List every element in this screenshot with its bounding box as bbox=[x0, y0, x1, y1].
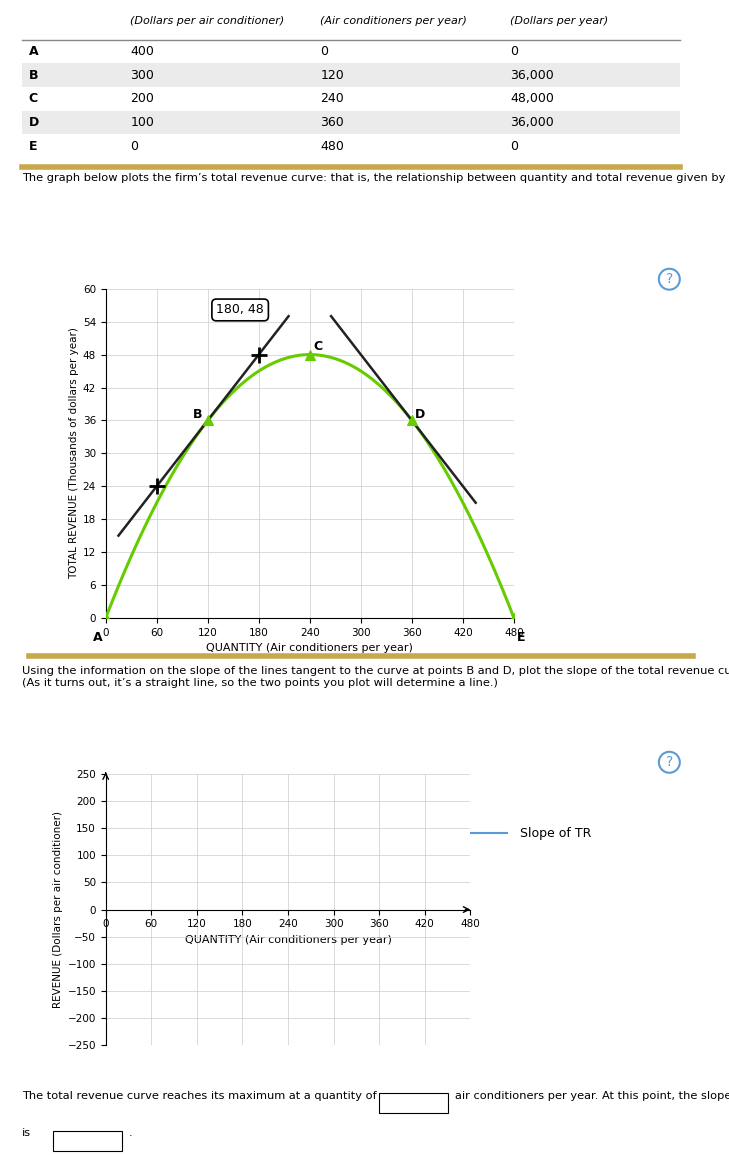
Text: D: D bbox=[416, 409, 426, 422]
Text: 48,000: 48,000 bbox=[510, 92, 554, 105]
Text: 100: 100 bbox=[130, 116, 155, 129]
FancyBboxPatch shape bbox=[23, 262, 699, 656]
X-axis label: QUANTITY (Air conditioners per year): QUANTITY (Air conditioners per year) bbox=[206, 643, 413, 654]
Bar bbox=[22, 39, 679, 64]
Text: 0: 0 bbox=[510, 45, 518, 58]
Y-axis label: TOTAL REVENUE (Thousands of dollars per year): TOTAL REVENUE (Thousands of dollars per … bbox=[69, 327, 79, 580]
Text: ?: ? bbox=[666, 755, 673, 769]
Text: 240: 240 bbox=[320, 92, 344, 105]
Text: ▼: ▼ bbox=[114, 1137, 121, 1145]
Text: E: E bbox=[518, 631, 526, 643]
Text: 120: 120 bbox=[320, 68, 344, 82]
Y-axis label: REVENUE (Dollars per air conditioner): REVENUE (Dollars per air conditioner) bbox=[53, 811, 63, 1008]
Bar bbox=[22, 87, 679, 111]
Text: Using the information on the slope of the lines tangent to the curve at points B: Using the information on the slope of th… bbox=[22, 666, 729, 688]
Text: 0: 0 bbox=[320, 45, 328, 58]
Bar bbox=[53, 1131, 122, 1150]
Text: air conditioners per year. At this point, the slope of the total revenue curve: air conditioners per year. At this point… bbox=[455, 1090, 729, 1101]
FancyBboxPatch shape bbox=[23, 747, 699, 1083]
Text: The total revenue curve reaches its maximum at a quantity of: The total revenue curve reaches its maxi… bbox=[22, 1090, 377, 1101]
Text: E: E bbox=[28, 140, 37, 152]
Text: 180, 48: 180, 48 bbox=[217, 304, 264, 316]
Text: A: A bbox=[93, 631, 103, 643]
Text: 0: 0 bbox=[510, 140, 518, 152]
Text: 36,000: 36,000 bbox=[510, 116, 554, 129]
Text: 0: 0 bbox=[130, 140, 139, 152]
Bar bbox=[22, 134, 679, 158]
Bar bbox=[22, 64, 679, 87]
Text: (Air conditioners per year): (Air conditioners per year) bbox=[320, 16, 467, 27]
Text: ?: ? bbox=[666, 273, 673, 286]
Text: (Dollars per air conditioner): (Dollars per air conditioner) bbox=[130, 16, 284, 27]
Bar bbox=[378, 1094, 448, 1113]
Text: 200: 200 bbox=[130, 92, 155, 105]
Text: 36,000: 36,000 bbox=[510, 68, 554, 82]
Text: A: A bbox=[28, 45, 39, 58]
Text: The graph below plots the firm’s total revenue curve: that is, the relationship : The graph below plots the firm’s total r… bbox=[22, 173, 729, 184]
Text: (Dollars per year): (Dollars per year) bbox=[510, 16, 608, 27]
Text: C: C bbox=[313, 340, 322, 353]
Text: 400: 400 bbox=[130, 45, 155, 58]
Text: D: D bbox=[28, 116, 39, 129]
Text: B: B bbox=[28, 68, 38, 82]
Bar bbox=[22, 111, 679, 134]
Text: is: is bbox=[22, 1127, 31, 1138]
X-axis label: QUANTITY (Air conditioners per year): QUANTITY (Air conditioners per year) bbox=[184, 934, 391, 945]
Text: ▼: ▼ bbox=[440, 1098, 446, 1108]
Text: 360: 360 bbox=[320, 116, 344, 129]
Text: C: C bbox=[28, 92, 38, 105]
Text: .: . bbox=[129, 1127, 133, 1138]
Text: 480: 480 bbox=[320, 140, 344, 152]
Text: 300: 300 bbox=[130, 68, 155, 82]
Text: B: B bbox=[192, 409, 202, 422]
Text: Slope of TR: Slope of TR bbox=[520, 827, 591, 840]
